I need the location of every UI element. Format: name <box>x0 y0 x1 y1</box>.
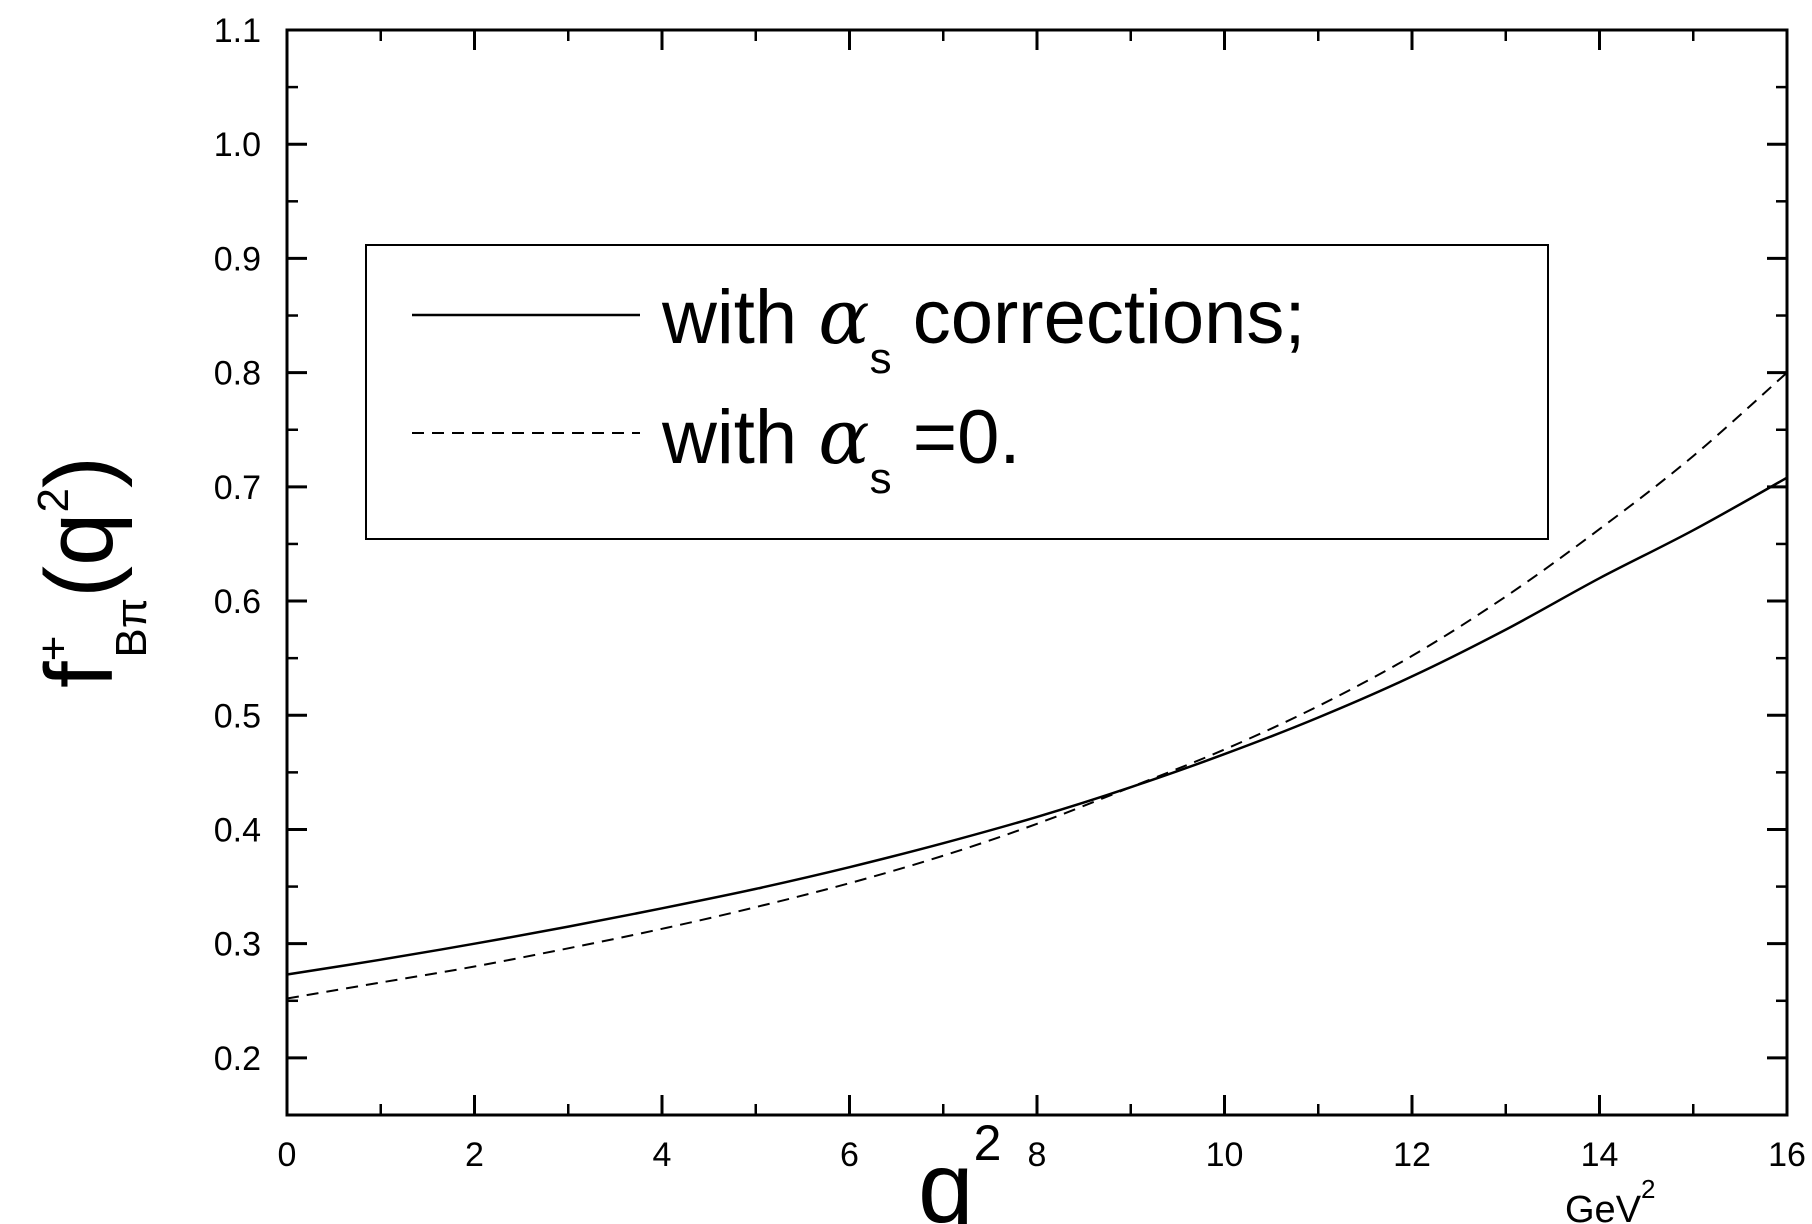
x-unit-sup: 2 <box>1641 1174 1655 1204</box>
y-tick-label: 0.7 <box>214 469 261 507</box>
x-tick-label: 2 <box>465 1136 484 1174</box>
plot-frame <box>285 28 1789 1117</box>
x-axis-title: q2 <box>918 1115 1001 1224</box>
legend-2-greek: α <box>818 392 869 481</box>
legend-1-sub: s <box>870 334 892 383</box>
y-tick-label: 0.2 <box>214 1040 261 1078</box>
legend-2-prefix: with <box>661 395 818 480</box>
legend-label-series-2: with αs =0. <box>661 392 1021 503</box>
y-tick-label: 0.9 <box>214 240 261 278</box>
x-tick-label: 4 <box>653 1136 672 1174</box>
y-tick-label: 0.8 <box>214 355 261 393</box>
x-tick-label: 14 <box>1581 1136 1619 1174</box>
x-tick-label: 8 <box>1028 1136 1047 1174</box>
y-tick-label: 0.6 <box>214 583 261 621</box>
y-title-arg-sup: 2 <box>29 488 78 512</box>
svg-text:f+Bπ(q2): f+ Bπ(q2) <box>26 456 156 688</box>
x-axis-unit: GeV2 <box>1565 1174 1656 1224</box>
legend-label-series-1: with αs corrections; <box>661 272 1306 383</box>
legend: with αs corrections; with αs =0. <box>365 244 1549 540</box>
legend-2-sub: s <box>870 454 892 503</box>
legend-1-prefix: with <box>661 275 818 360</box>
y-tick-label: 0.3 <box>214 926 261 964</box>
legend-1-suffix: corrections; <box>892 275 1306 360</box>
minor-ticks <box>287 30 1787 1115</box>
y-tick-label: 0.4 <box>214 811 261 849</box>
y-axis-title: f+ Bπ(q2) <box>26 456 156 688</box>
series-line-1 <box>286 476 1788 976</box>
legend-1-greek: α <box>818 272 869 361</box>
x-tick-label: 16 <box>1768 1136 1806 1174</box>
y-tick-label: 1.0 <box>214 126 261 164</box>
series-line-2 <box>286 371 1788 1000</box>
y-tick-label: 1.1 <box>214 12 261 50</box>
x-title-sup: 2 <box>974 1115 1002 1171</box>
series-lines <box>286 371 1788 1000</box>
y-title-arg: (q <box>26 513 133 598</box>
legend-2-suffix: =0. <box>892 395 1021 480</box>
x-tick-label: 10 <box>1206 1136 1244 1174</box>
x-tick-label: 0 <box>278 1136 297 1174</box>
y-tick-labels: 0.2 0.3 0.4 0.5 0.6 0.7 0.8 0.9 1.0 1.1 <box>214 12 261 1078</box>
y-title-sub: Bπ <box>107 598 156 658</box>
y-tick-label: 0.5 <box>214 697 261 735</box>
y-title-main: f <box>26 661 133 688</box>
legend-box <box>365 244 1549 540</box>
major-ticks <box>285 28 1789 1115</box>
x-tick-label: 12 <box>1393 1136 1431 1174</box>
x-unit-main: GeV <box>1565 1189 1642 1224</box>
x-tick-labels: 0 2 4 6 8 10 12 14 16 <box>278 1136 1806 1174</box>
x-tick-label: 6 <box>840 1136 859 1174</box>
x-title-main: q <box>918 1132 974 1224</box>
y-title-arg-close: ) <box>26 456 133 488</box>
y-title-sup: + <box>29 636 78 662</box>
